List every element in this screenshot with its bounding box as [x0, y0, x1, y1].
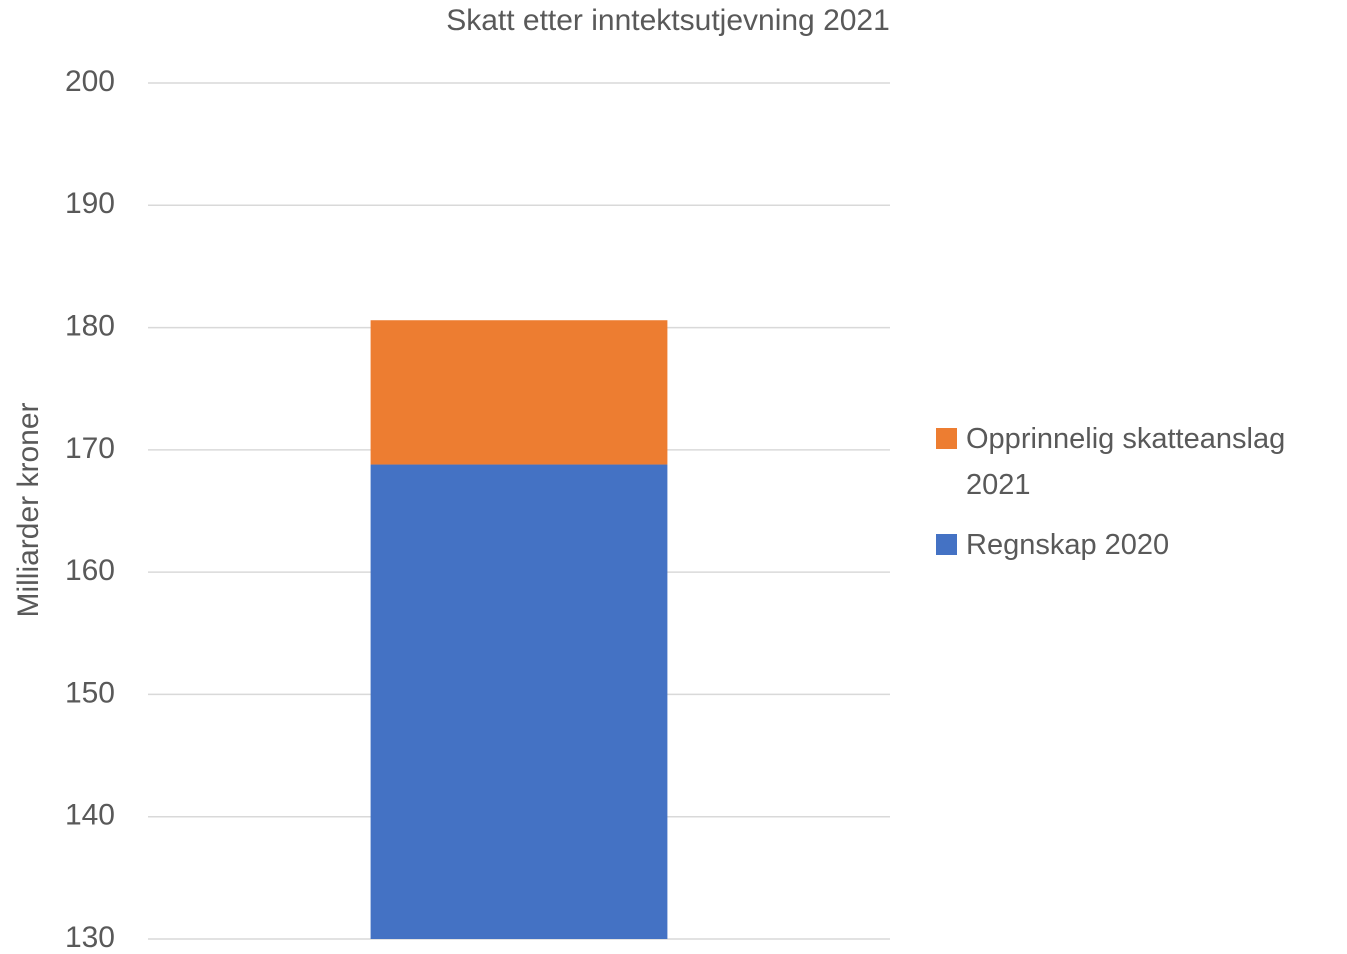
bar-segment	[370, 320, 668, 465]
chart-title: Skatt etter inntektsutjevning 2021	[446, 4, 890, 37]
legend-label: Opprinnelig skatteanslag 2021	[966, 423, 1286, 501]
legend: Opprinnelig skatteanslag 2021 Regnskap 20…	[936, 416, 1341, 582]
legend-label: Regnskap 2020	[966, 529, 1170, 561]
y-tick-label: 140	[65, 799, 115, 832]
legend-item: Opprinnelig skatteanslag 2021	[936, 416, 1341, 508]
legend-swatch	[936, 428, 957, 449]
y-tick-label: 200	[65, 65, 115, 98]
y-tick-label: 170	[65, 432, 115, 465]
legend-swatch	[936, 534, 957, 555]
y-tick-label: 160	[65, 554, 115, 587]
y-axis-label: Milliarder kroner	[12, 402, 45, 617]
y-tick-label: 130	[65, 921, 115, 954]
legend-item: Regnskap 2020	[936, 522, 1341, 568]
y-tick-label: 180	[65, 309, 115, 342]
y-tick-label: 150	[65, 676, 115, 709]
y-tick-label: 190	[65, 187, 115, 220]
bar-segment	[370, 464, 668, 939]
